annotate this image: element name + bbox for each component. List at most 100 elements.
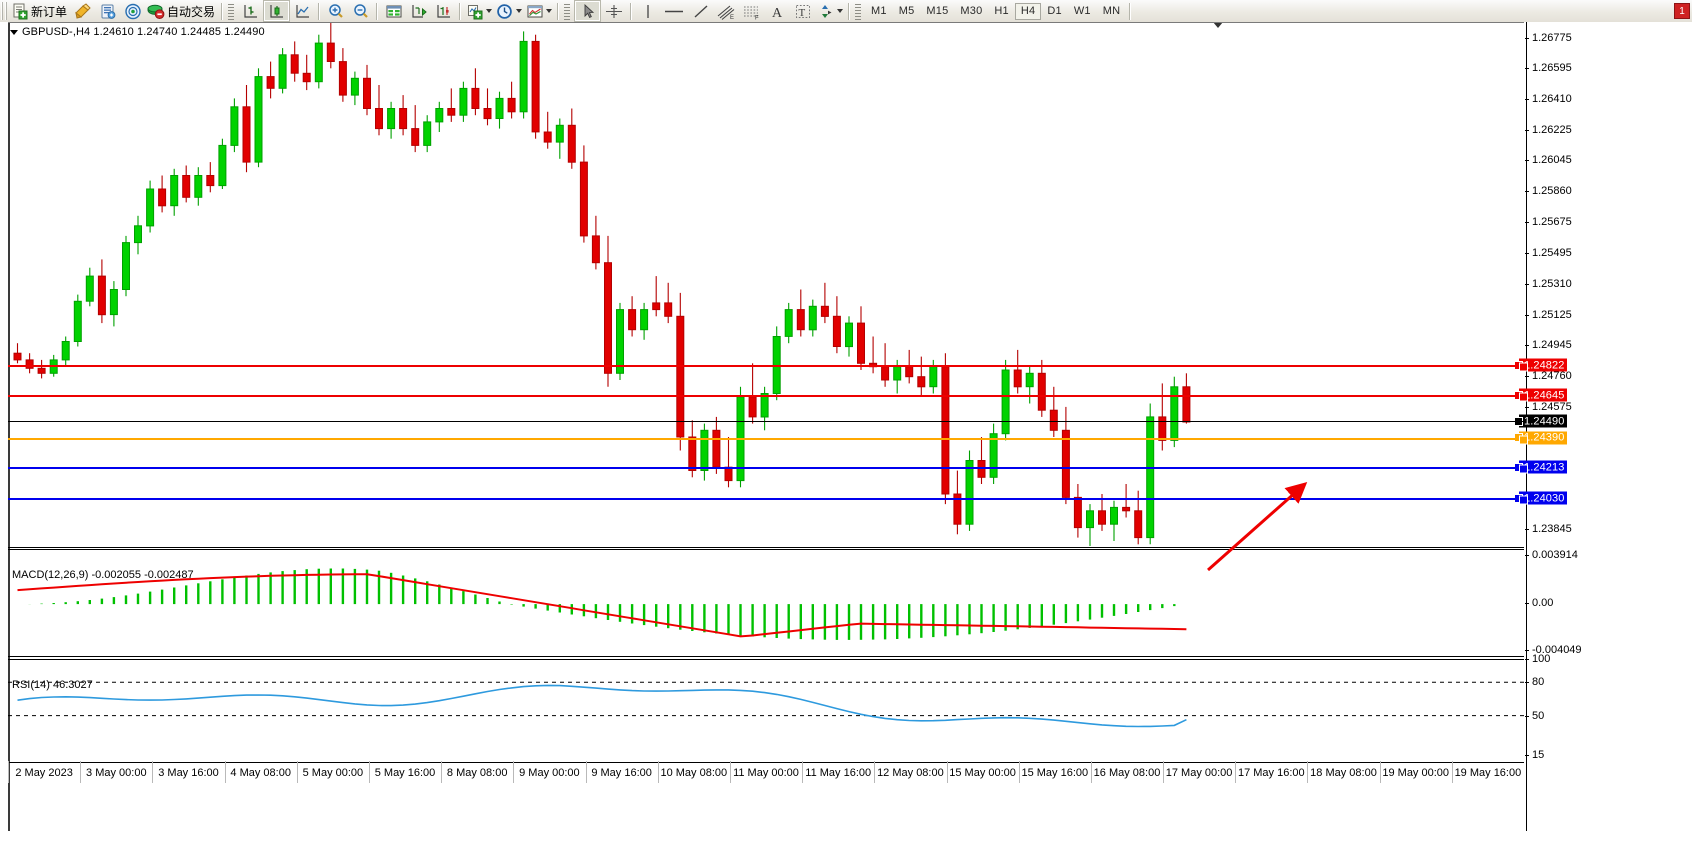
- price-axis-label: 1.25860: [1532, 185, 1572, 198]
- alert-badge[interactable]: 1: [1674, 3, 1690, 19]
- horizontal-line-tool[interactable]: [660, 1, 688, 21]
- expert-advisors-button[interactable]: [95, 1, 120, 21]
- indicators-add-icon: [468, 4, 483, 19]
- equidistant-channel-tool[interactable]: E: [713, 1, 739, 21]
- price-axis[interactable]: 1.26775 1.26595 1.26410 1.26225 1.26045 1.258…: [1514, 22, 1692, 831]
- price-line-1.24030[interactable]: [8, 495, 1528, 505]
- cursor-tool[interactable]: [574, 0, 602, 22]
- metaeditor-button[interactable]: [70, 1, 95, 21]
- signals-button[interactable]: [120, 1, 145, 21]
- time-axis-label: 10 May 08:00: [660, 767, 728, 779]
- price-axis-tick: [1525, 406, 1529, 408]
- time-axis-label: 3 May 16:00: [158, 767, 219, 779]
- time-axis[interactable]: 2 May 2023 3 May 00:00 3 May 16:00 4 May 08…: [8, 761, 1524, 785]
- price-line-1.24490[interactable]: [8, 421, 1524, 422]
- rsi-axis-label: 80: [1532, 675, 1545, 688]
- price-axis-label: 1.26775: [1532, 31, 1572, 44]
- line-chart-button[interactable]: [290, 1, 315, 21]
- text-label-tool[interactable]: T: [790, 1, 815, 21]
- timeframe-group: M1 M5 M15 M30 H1 H4 D1 W1 MN: [865, 2, 1126, 20]
- price-axis-label: 1.24945: [1532, 338, 1572, 351]
- autotrading-button[interactable]: 自动交易: [145, 1, 218, 21]
- arrows-dropdown-caret[interactable]: [837, 9, 844, 13]
- zoom-out-button[interactable]: [348, 1, 373, 21]
- timeframe-h4[interactable]: H4: [1014, 2, 1042, 20]
- toolbar-grip-2[interactable]: [228, 2, 235, 20]
- crosshair-tool[interactable]: [601, 1, 627, 21]
- price-line-handle[interactable]: [1519, 495, 1528, 505]
- price-axis-label: 1.23845: [1532, 523, 1572, 536]
- toolbar-grip-3[interactable]: [564, 2, 571, 20]
- timeframe-m5[interactable]: M5: [898, 4, 915, 17]
- arrows-tool[interactable]: [815, 1, 845, 21]
- data-window-icon: [386, 5, 402, 17]
- timeframe-h1[interactable]: H1: [994, 4, 1009, 17]
- time-axis-divider: [1018, 761, 1020, 783]
- price-axis-label: 1.26225: [1532, 124, 1572, 137]
- time-axis-label: 11 May 00:00: [733, 767, 799, 779]
- time-axis-divider: [152, 761, 154, 783]
- indicators-button[interactable]: [464, 1, 494, 21]
- time-axis-divider: [729, 761, 731, 783]
- chart-collapse-caret[interactable]: [1213, 22, 1223, 28]
- candlestick-chart-button[interactable]: [263, 0, 291, 22]
- timeframe-mn[interactable]: MN: [1102, 4, 1121, 17]
- rsi-axis-tick: [1525, 659, 1529, 660]
- timeframe-m1[interactable]: M1: [871, 4, 887, 17]
- price-line-handle[interactable]: [1519, 435, 1528, 445]
- expert-advisors-icon: [101, 4, 115, 19]
- price-line-1.24390[interactable]: [8, 435, 1528, 445]
- time-axis-divider: [513, 761, 515, 783]
- rsi-pane[interactable]: [8, 659, 1524, 763]
- auto-scroll-button[interactable]: [406, 1, 431, 21]
- timeframe-m30[interactable]: M30: [960, 4, 983, 17]
- price-axis-tick: [1525, 160, 1529, 162]
- trendline-tool[interactable]: [688, 1, 713, 21]
- zoom-in-button[interactable]: [323, 1, 348, 21]
- price-line-1.24822[interactable]: [8, 362, 1528, 372]
- price-line-handle[interactable]: [1519, 362, 1528, 372]
- price-axis-tick: [1525, 222, 1529, 224]
- channel-icon: E: [717, 5, 735, 20]
- price-line-1.24213[interactable]: [8, 464, 1528, 474]
- text-tool[interactable]: A: [765, 1, 790, 21]
- price-axis-tick: [1525, 191, 1529, 193]
- price-line-handle[interactable]: [1519, 392, 1528, 402]
- toolbar-grip-1[interactable]: [1, 2, 8, 20]
- chart-shift-button[interactable]: [431, 1, 456, 21]
- period-dropdown-caret[interactable]: [516, 9, 523, 13]
- price-line-1.24645[interactable]: [8, 392, 1528, 402]
- time-axis-label: 12 May 08:00: [877, 767, 944, 779]
- timeframe-d1[interactable]: D1: [1047, 4, 1062, 17]
- timeframe-w1[interactable]: W1: [1073, 4, 1091, 17]
- new-order-button[interactable]: 新订单: [10, 1, 70, 21]
- templates-dropdown-caret[interactable]: [546, 9, 553, 13]
- new-order-icon: [13, 3, 28, 19]
- vertical-line-tool[interactable]: [635, 1, 660, 21]
- auto-scroll-icon: [411, 4, 427, 18]
- price-axis-chip-1.24213[interactable]: 1.24213: [1514, 460, 1568, 474]
- time-axis-divider: [1163, 761, 1164, 783]
- indicators-dropdown-caret[interactable]: [486, 9, 493, 13]
- templates-button[interactable]: [524, 1, 554, 21]
- period-button[interactable]: [494, 1, 524, 21]
- data-window-button[interactable]: [381, 1, 406, 21]
- toolbar-grip-4[interactable]: [855, 2, 862, 20]
- timeframe-m15[interactable]: M15: [926, 4, 949, 17]
- price-axis-label: 1.24575: [1532, 400, 1572, 413]
- symbol-info-bar[interactable]: GBPUSD-,H4 1.24610 1.24740 1.24485 1.244…: [10, 25, 265, 39]
- price-axis-chip-1.24490[interactable]: 1.24490: [1514, 414, 1568, 428]
- price-pane[interactable]: [8, 22, 1524, 548]
- time-axis-divider: [874, 761, 876, 783]
- price-axis-tick: [1525, 37, 1529, 39]
- chart-area[interactable]: GBPUSD-,H4 1.24610 1.24740 1.24485 1.244…: [0, 22, 1692, 853]
- chart-menu-caret[interactable]: [10, 29, 18, 35]
- macd-pane[interactable]: [8, 549, 1524, 657]
- bar-chart-button[interactable]: [238, 1, 263, 21]
- time-axis-divider: [296, 761, 298, 783]
- zoom-in-icon: [328, 3, 343, 18]
- chart-shift-icon: [436, 4, 450, 18]
- price-line-handle[interactable]: [1519, 464, 1528, 474]
- fibonacci-tool[interactable]: F: [739, 1, 765, 21]
- price-axis-tick: [1525, 252, 1529, 254]
